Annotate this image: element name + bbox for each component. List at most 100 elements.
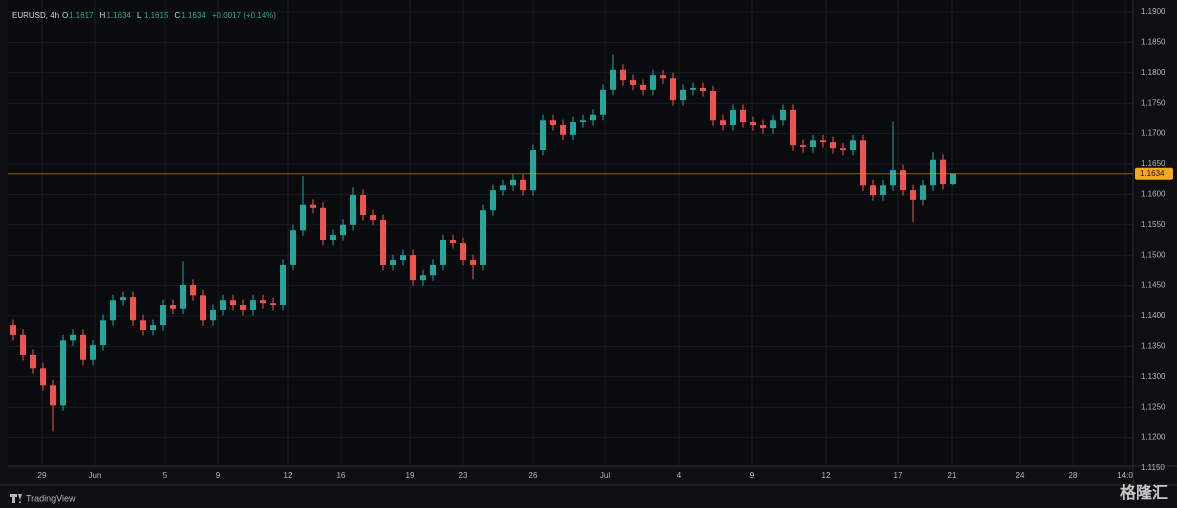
watermark: 格隆汇: [1120, 483, 1168, 502]
candle-body: [700, 88, 706, 92]
candle-body: [640, 84, 646, 90]
y-tick-label: 1.1600: [1141, 190, 1166, 199]
x-tick-label: 24: [1016, 471, 1025, 480]
candle-body: [160, 305, 166, 326]
candles: [10, 54, 956, 432]
candle-body: [600, 89, 606, 115]
last-price-label: 1.1634: [1140, 169, 1165, 178]
header-value: 1.1634: [106, 11, 131, 20]
candle-body: [100, 320, 106, 346]
candle-body: [240, 305, 246, 310]
candle-body: [190, 284, 196, 296]
candle-body: [210, 309, 216, 321]
candle-body: [150, 325, 156, 330]
candle-body: [660, 75, 666, 79]
candle-body: [530, 150, 536, 191]
candle-body: [180, 284, 186, 309]
candle-body: [950, 173, 956, 185]
candle-body: [350, 195, 356, 225]
y-tick-label: 1.1850: [1141, 38, 1166, 47]
candle-body: [580, 120, 586, 123]
candle-body: [550, 120, 556, 126]
candle-body: [510, 179, 516, 186]
y-tick-label: 1.1800: [1141, 68, 1166, 77]
y-tick-label: 1.1700: [1141, 129, 1166, 138]
header-key: L: [137, 11, 142, 20]
x-tick-label: 19: [406, 471, 415, 480]
candle-body: [80, 334, 86, 360]
candle-body: [880, 185, 886, 196]
candle-body: [910, 190, 916, 200]
candle-body: [290, 230, 296, 265]
candle-body: [260, 300, 266, 304]
header-change: +0.0017 (+0.14%): [212, 11, 276, 20]
header-key: O: [62, 11, 68, 20]
candle-body: [630, 80, 636, 85]
overlay: 1.1634: [8, 167, 1173, 180]
candle-body: [360, 195, 366, 216]
candle-body: [680, 89, 686, 101]
candle-body: [110, 300, 116, 321]
candle-body: [380, 219, 386, 265]
candle-body: [470, 260, 476, 265]
x-tick-label: 9: [750, 471, 755, 480]
y-tick-label: 1.1750: [1141, 98, 1166, 107]
header-value: 1.1615: [144, 11, 169, 20]
candle-body: [590, 114, 596, 121]
x-tick-label: 26: [529, 471, 538, 480]
candle-body: [140, 320, 146, 330]
x-tick-label: 12: [822, 471, 831, 480]
header-value: 1.1617: [69, 11, 94, 20]
candle-body: [740, 109, 746, 123]
candle-body: [480, 210, 486, 265]
candle-body: [430, 264, 436, 276]
x-tick-label: 17: [894, 471, 903, 480]
candle-body: [820, 140, 826, 143]
candle-body: [730, 109, 736, 126]
candle-body: [850, 140, 856, 151]
header-value: 1.1634: [181, 11, 206, 20]
candle-body: [890, 170, 896, 186]
candle-body: [90, 345, 96, 360]
candle-body: [610, 69, 616, 90]
candle-body: [230, 300, 236, 306]
tv-logo: [10, 494, 22, 503]
candle-body: [270, 303, 276, 306]
candle-body: [570, 122, 576, 135]
candle-body: [790, 109, 796, 146]
x-tick-label: 9: [216, 471, 221, 480]
candle-body: [780, 109, 786, 121]
header-key: H: [99, 11, 105, 20]
candle-body: [310, 204, 316, 208]
candle-body: [250, 300, 256, 310]
candle-body: [70, 334, 76, 341]
candle-body: [440, 240, 446, 265]
candle-body: [810, 140, 816, 147]
candle-body: [320, 207, 326, 240]
candle-body: [280, 264, 286, 306]
x-tick-label: 4: [677, 471, 682, 480]
y-tick-label: 1.1200: [1141, 433, 1166, 442]
candle-body: [750, 122, 756, 126]
candle-body: [220, 300, 226, 310]
y-tick-label: 1.1900: [1141, 7, 1166, 16]
candle-body: [370, 215, 376, 220]
candle-body: [500, 185, 506, 191]
branding: TradingView: [26, 493, 76, 503]
candle-body: [450, 240, 456, 244]
candle-body: [120, 297, 126, 301]
candle-body: [20, 334, 26, 355]
candle-body: [870, 185, 876, 196]
candle-body: [400, 255, 406, 261]
candle-body: [10, 325, 16, 335]
candle-body: [390, 260, 396, 265]
candle-body: [170, 305, 176, 309]
candle-body: [710, 91, 716, 121]
candle-body: [330, 235, 336, 240]
y-tick-label: 1.1350: [1141, 342, 1166, 351]
candle-body: [130, 297, 136, 321]
x-tick-label: 14:0: [1117, 471, 1133, 480]
candle-body: [460, 243, 466, 261]
candle-body: [930, 159, 936, 186]
